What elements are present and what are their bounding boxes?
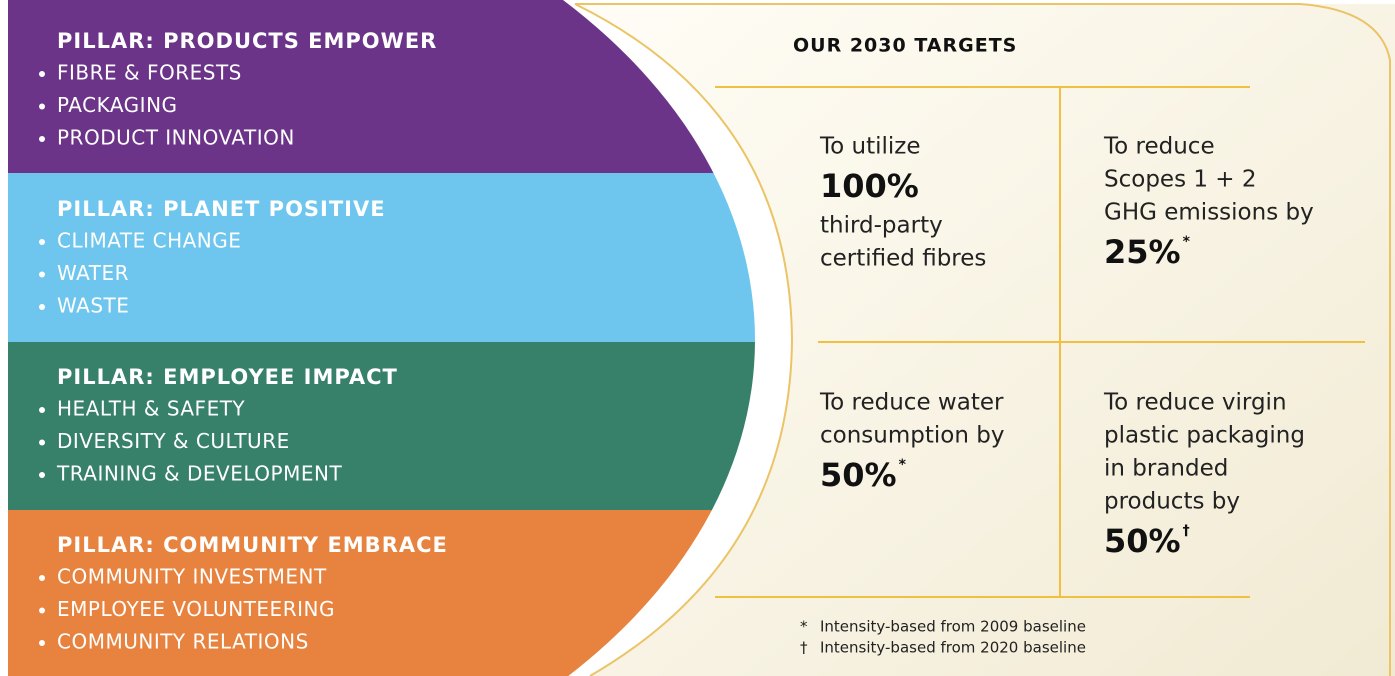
target-marker: * bbox=[1183, 234, 1191, 250]
pillar-title: PILLAR: EMPLOYEE IMPACT bbox=[57, 365, 398, 389]
pillar-item: COMMUNITY INVESTMENT bbox=[57, 565, 327, 589]
bullet bbox=[39, 407, 45, 413]
bullet bbox=[39, 304, 45, 310]
target-value: 50% bbox=[1104, 522, 1181, 560]
pillar-item: EMPLOYEE VOLUNTEERING bbox=[57, 597, 335, 621]
pillar-item: WASTE bbox=[57, 294, 129, 318]
bullet bbox=[39, 239, 45, 245]
bullet bbox=[39, 607, 45, 614]
bullet bbox=[39, 439, 45, 446]
target-text: To reduce water bbox=[819, 390, 1004, 416]
target-value: 50% bbox=[820, 456, 897, 494]
bullet bbox=[39, 71, 45, 77]
bullet bbox=[39, 136, 45, 142]
footnote-text: Intensity-based from 2020 baseline bbox=[820, 639, 1086, 657]
bullet bbox=[39, 472, 45, 478]
footnote-symbol: † bbox=[800, 639, 808, 657]
target-text: GHG emissions by bbox=[1104, 200, 1314, 226]
target-text: plastic packaging bbox=[1104, 423, 1305, 449]
pillar-title: PILLAR: PLANET POSITIVE bbox=[57, 197, 386, 221]
targets-title: OUR 2030 TARGETS bbox=[793, 35, 1017, 57]
outline-frame bbox=[575, 3, 1391, 676]
bullet bbox=[39, 271, 45, 278]
bullet bbox=[39, 640, 45, 646]
target-text: certified fibres bbox=[820, 246, 986, 272]
pillar-item: CLIMATE CHANGE bbox=[57, 229, 241, 253]
pillar-item: DIVERSITY & CULTURE bbox=[57, 429, 290, 453]
target-text: To reduce bbox=[1103, 134, 1215, 160]
bullet bbox=[39, 575, 45, 581]
target-text: products by bbox=[1104, 489, 1240, 515]
pillar-item: TRAINING & DEVELOPMENT bbox=[56, 462, 342, 486]
pillar-item: HEALTH & SAFETY bbox=[57, 397, 245, 421]
pillar-title: PILLAR: COMMUNITY EMBRACE bbox=[57, 533, 448, 557]
pillar-title: PILLAR: PRODUCTS EMPOWER bbox=[57, 29, 437, 53]
footnote-text: Intensity-based from 2009 baseline bbox=[820, 618, 1086, 636]
pillar-item: WATER bbox=[57, 261, 129, 285]
target-text: To reduce virgin bbox=[1103, 390, 1287, 416]
band-green bbox=[8, 342, 755, 511]
target-marker: * bbox=[899, 457, 907, 473]
outline-arc bbox=[574, 3, 794, 676]
target-text: third-party bbox=[820, 213, 943, 239]
pillar-item: PACKAGING bbox=[57, 93, 178, 117]
pillar-item: FIBRE & FORESTS bbox=[57, 61, 242, 85]
pillar-bands bbox=[8, 0, 755, 676]
target-value: 100% bbox=[820, 167, 919, 205]
band-blue bbox=[8, 173, 755, 343]
target-text: consumption by bbox=[820, 423, 1004, 449]
targets-panel bbox=[575, 4, 1395, 676]
target-marker: † bbox=[1183, 523, 1190, 539]
pillar-item: PRODUCT INNOVATION bbox=[57, 126, 295, 150]
bullet bbox=[39, 103, 45, 110]
target-value: 25% bbox=[1104, 233, 1181, 271]
pillar-item: COMMUNITY RELATIONS bbox=[57, 630, 309, 654]
footnote-symbol: * bbox=[800, 618, 808, 636]
target-text: in branded bbox=[1104, 456, 1228, 482]
target-text: Scopes 1 + 2 bbox=[1104, 167, 1257, 193]
target-text: To utilize bbox=[819, 134, 921, 160]
